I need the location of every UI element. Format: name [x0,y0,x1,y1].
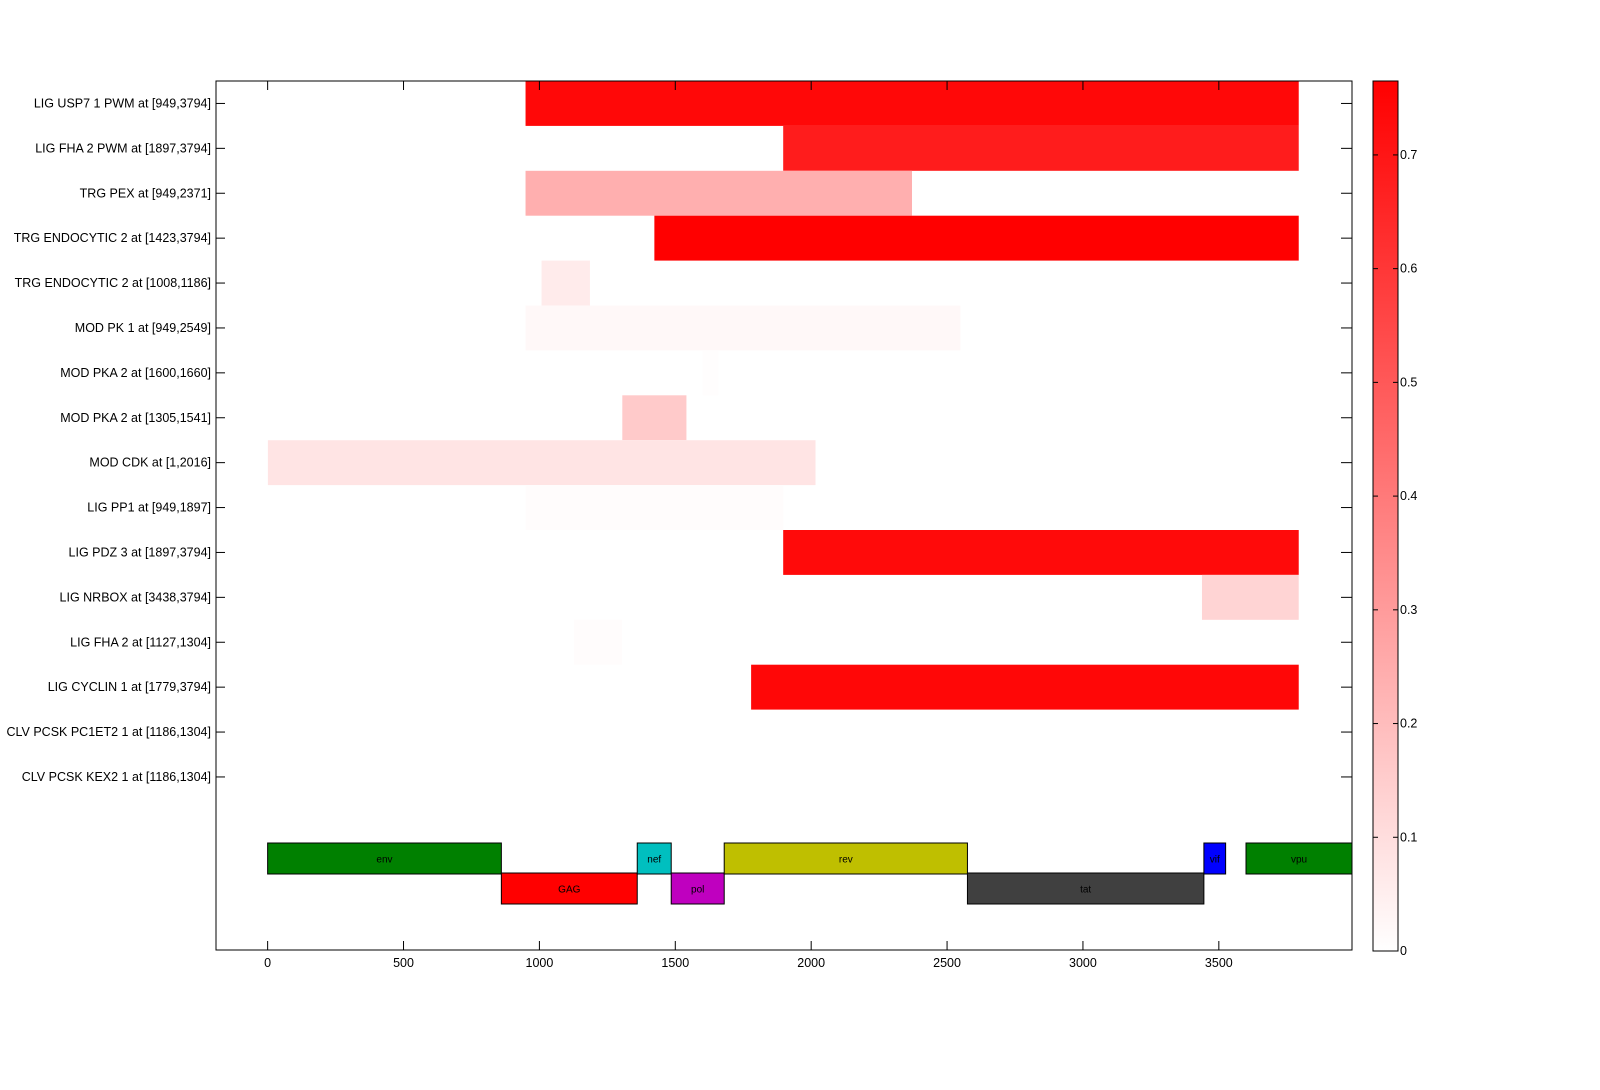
heatmap-bar [751,664,1299,710]
x-axis: 0 500 1000 1500 2000 2500 3000 3500 [264,81,1233,970]
row-label: LIG NRBOX at [3438,3794] [60,590,211,604]
x-tick-label: 1000 [526,956,554,970]
x-tick-label: 2000 [797,956,825,970]
heatmap-bar [783,125,1299,171]
row-label: LIG PP1 at [949,1897] [87,501,211,515]
colorbar-tick-label: 0.6 [1400,262,1417,276]
gene-box [500,872,638,905]
colorbar-tick-label: 0 [1400,944,1407,958]
colorbar-tick-label: 0.4 [1400,489,1417,503]
row-label: LIG CYCLIN 1 at [1779,3794] [48,680,211,694]
colorbar-tick-label: 0.7 [1400,148,1417,162]
x-tick-label: 2500 [933,956,961,970]
heatmap-bar [525,81,1299,126]
row-label: CLV PCSK PC1ET2 1 at [1186,1304] [6,725,211,739]
x-tick-label: 3000 [1069,956,1097,970]
colorbar-tick-label: 0.2 [1400,717,1417,731]
gene-label: env [376,855,392,866]
row-label: MOD PKA 2 at [1600,1660] [60,366,211,380]
gene-track: env GAG nef pol rev tat vif vpu [267,842,1353,905]
gene-label: tat [1080,885,1091,896]
heatmap-bar [702,350,719,396]
gene-label: rev [839,855,853,866]
colorbar: 0 0.1 0.2 0.3 0.4 0.5 0.6 0.7 [1372,80,1417,958]
row-label: TRG ENDOCYTIC 2 at [1423,3794] [14,231,211,245]
x-tick-label: 500 [393,956,414,970]
row-label: MOD PKA 2 at [1305,1541] [60,411,211,425]
heatmap-bars [267,81,1299,710]
row-label: MOD PK 1 at [949,2549] [75,321,211,335]
plot-frame [215,80,1353,951]
row-label: LIG USP7 1 PWM at [949,3794] [34,96,211,110]
heatmap-bar [622,395,687,441]
row-label: MOD CDK at [1,2016] [89,456,211,470]
gene-label: nef [647,855,661,866]
gene-label: vpu [1291,855,1307,866]
row-labels: LIG USP7 1 PWM at [949,3794] LIG FHA 2 PW… [6,96,1352,784]
heatmap-bar [1201,574,1299,620]
x-tick-label: 1500 [661,956,689,970]
heatmap-bar [267,440,816,486]
heatmap-bar [654,215,1299,261]
colorbar-gradient [1372,80,1399,952]
colorbar-tick-label: 0.5 [1400,375,1417,389]
row-label: LIG FHA 2 PWM at [1897,3794] [35,141,211,155]
gene-box [670,872,725,905]
colorbar-tick-label: 0.3 [1400,603,1417,617]
row-label: CLV PCSK KEX2 1 at [1186,1304] [22,770,211,784]
gene-box [636,842,672,875]
gene-box [723,842,968,875]
heatmap-bar [573,619,623,665]
heatmap-bar [541,260,590,306]
gene-label: vif [1210,855,1220,866]
heatmap-bar [525,485,784,530]
gene-box [1203,842,1227,875]
x-tick-label: 3500 [1205,956,1233,970]
row-label: TRG ENDOCYTIC 2 at [1008,1186] [15,276,211,290]
row-label: LIG FHA 2 at [1127,1304] [70,635,211,649]
colorbar-tick-label: 0.1 [1400,830,1417,844]
heatmap-bar [525,305,961,351]
row-label: TRG PEX at [949,2371] [80,186,211,200]
gene-box [267,842,502,875]
heatmap-bar [783,530,1299,575]
x-tick-label: 0 [264,956,271,970]
gene-box [966,872,1205,905]
row-label: LIG PDZ 3 at [1897,3794] [69,545,211,559]
gene-label: pol [691,885,704,896]
gene-label: GAG [558,885,580,896]
heatmap-bar [525,170,913,216]
colorbar-ticks: 0 0.1 0.2 0.3 0.4 0.5 0.6 0.7 [1373,148,1417,958]
